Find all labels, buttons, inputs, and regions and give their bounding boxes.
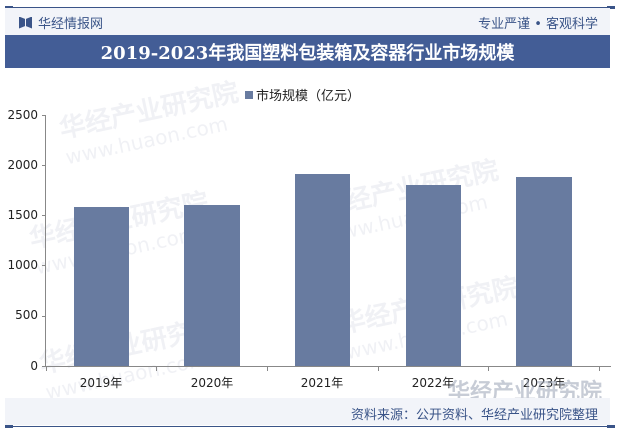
bottom-divider bbox=[5, 425, 615, 428]
source-note: 资料来源：公开资料、华经产业研究院整理 bbox=[350, 408, 598, 423]
legend-swatch bbox=[245, 90, 253, 99]
title-bar: 2019-2023年我国塑料包装箱及容器行业市场规模 bbox=[5, 35, 610, 68]
y-tick-mark bbox=[42, 165, 46, 166]
bar-2023 bbox=[516, 177, 572, 366]
y-tick-label: 0 bbox=[30, 359, 38, 373]
y-tick-label: 500 bbox=[15, 308, 38, 322]
bar-2022 bbox=[406, 185, 461, 366]
y-tick-mark bbox=[42, 265, 46, 266]
y-axis bbox=[45, 115, 46, 367]
y-tick-mark bbox=[42, 115, 46, 116]
x-tick-label: 2019年 bbox=[79, 376, 123, 390]
chart-legend: 市场规模（亿元） bbox=[245, 85, 360, 104]
y-tick-mark bbox=[42, 366, 46, 367]
x-tick-mark bbox=[156, 366, 157, 371]
slogan: 专业严谨 • 客观科学 bbox=[478, 17, 598, 32]
x-tick-mark bbox=[488, 366, 489, 371]
x-tick-mark bbox=[378, 366, 379, 371]
header-bar: 华经情报网 专业严谨 • 客观科学 bbox=[5, 8, 610, 35]
y-tick-label: 2000 bbox=[7, 158, 38, 172]
x-tick-label: 2023年 bbox=[522, 376, 566, 390]
x-tick-label: 2022年 bbox=[411, 376, 455, 390]
y-tick-label: 1000 bbox=[7, 258, 38, 272]
brand: 华经情报网 bbox=[19, 13, 103, 32]
top-divider bbox=[5, 6, 615, 9]
x-tick-label: 2020年 bbox=[190, 376, 234, 390]
x-tick-mark bbox=[46, 366, 47, 371]
y-tick-mark bbox=[42, 215, 46, 216]
brand-name: 华经情报网 bbox=[38, 17, 104, 32]
footer-bar: 资料来源：公开资料、华经产业研究院整理 bbox=[5, 398, 610, 425]
y-tick-mark bbox=[42, 316, 46, 317]
legend-label: 市场规模（亿元） bbox=[256, 89, 361, 104]
bar-2021 bbox=[295, 174, 350, 366]
bar-2019 bbox=[74, 207, 129, 366]
y-tick-label: 2500 bbox=[7, 108, 38, 122]
chart-title: 2019-2023年我国塑料包装箱及容器行业市场规模 bbox=[100, 42, 515, 64]
x-tick-label: 2021年 bbox=[300, 376, 344, 390]
x-tick-mark bbox=[599, 366, 600, 371]
x-axis bbox=[45, 366, 611, 367]
y-tick-label: 1500 bbox=[7, 208, 38, 222]
x-tick-mark bbox=[267, 366, 268, 371]
bar-2020 bbox=[184, 205, 240, 366]
